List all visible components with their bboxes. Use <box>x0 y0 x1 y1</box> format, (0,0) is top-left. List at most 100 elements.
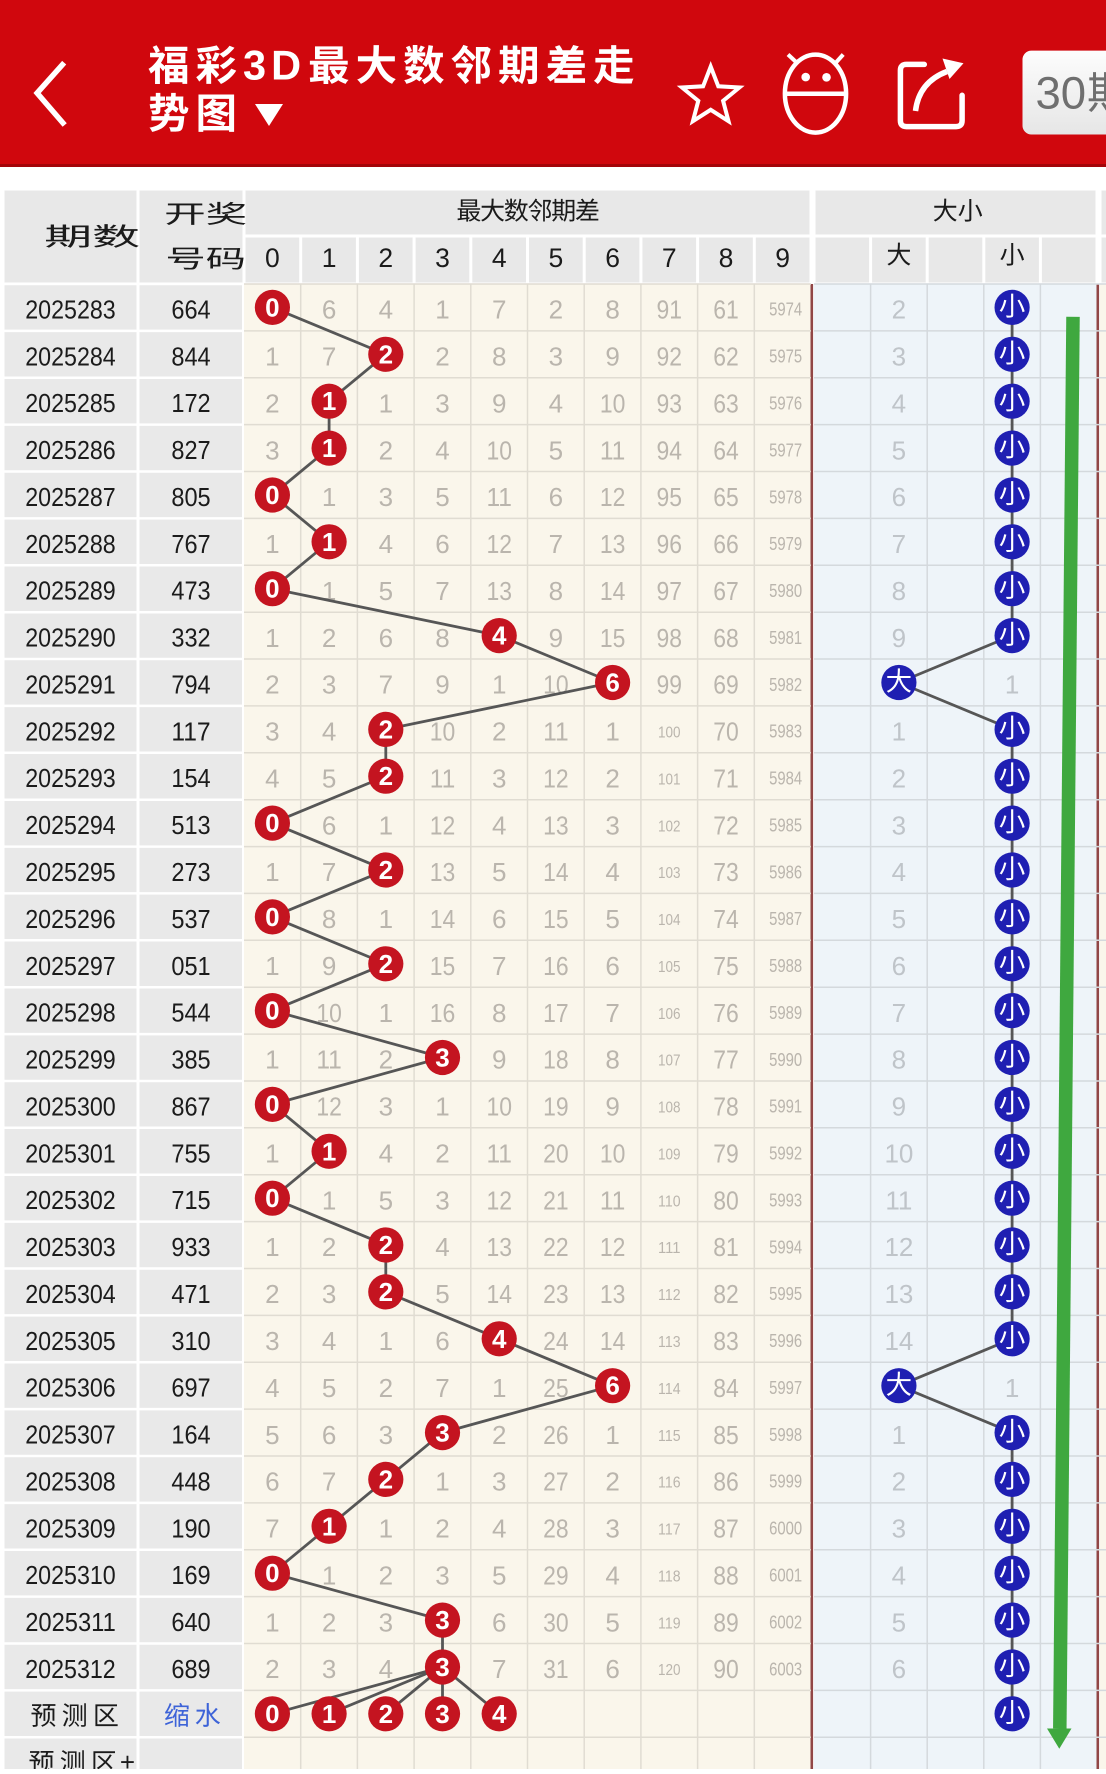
svg-text:4: 4 <box>379 1139 393 1169</box>
svg-text:5: 5 <box>435 482 449 512</box>
svg-text:2025304: 2025304 <box>25 1279 116 1309</box>
svg-text:68: 68 <box>713 623 739 653</box>
svg-text:13: 13 <box>600 529 626 559</box>
svg-text:8: 8 <box>892 1045 906 1075</box>
svg-text:103: 103 <box>658 865 681 882</box>
svg-text:164: 164 <box>171 1420 210 1450</box>
svg-text:13: 13 <box>486 1232 512 1262</box>
svg-text:8: 8 <box>492 342 506 372</box>
svg-text:31: 31 <box>543 1654 569 1684</box>
svg-text:2025283: 2025283 <box>25 294 116 324</box>
svg-text:2: 2 <box>265 1654 279 1684</box>
svg-text:2025307: 2025307 <box>25 1420 116 1450</box>
svg-text:96: 96 <box>657 529 683 559</box>
svg-text:11: 11 <box>430 763 456 793</box>
svg-text:2025289: 2025289 <box>25 576 116 606</box>
svg-text:115: 115 <box>658 1428 681 1445</box>
svg-text:2: 2 <box>322 1232 336 1262</box>
svg-text:10: 10 <box>884 1139 913 1169</box>
svg-text:2025311: 2025311 <box>25 1607 116 1637</box>
svg-text:5: 5 <box>892 904 906 934</box>
svg-text:88: 88 <box>713 1560 739 1590</box>
svg-text:169: 169 <box>171 1560 210 1590</box>
svg-text:12: 12 <box>430 810 456 840</box>
svg-text:2: 2 <box>379 714 393 744</box>
svg-text:9: 9 <box>775 243 790 273</box>
svg-text:2: 2 <box>435 342 449 372</box>
svg-text:11: 11 <box>316 1045 342 1075</box>
svg-text:84: 84 <box>713 1373 739 1403</box>
svg-text:172: 172 <box>171 388 210 418</box>
svg-text:3: 3 <box>435 1560 449 1590</box>
svg-text:2: 2 <box>322 1607 336 1637</box>
svg-text:5: 5 <box>892 1607 906 1637</box>
svg-text:1: 1 <box>322 482 336 512</box>
svg-text:448: 448 <box>171 1466 210 1496</box>
svg-text:2: 2 <box>265 670 279 700</box>
svg-text:13: 13 <box>486 576 512 606</box>
svg-text:21: 21 <box>543 1185 569 1215</box>
svg-text:0: 0 <box>265 1558 279 1588</box>
svg-text:12: 12 <box>543 763 569 793</box>
svg-text:9: 9 <box>892 1092 906 1122</box>
svg-text:5982: 5982 <box>769 675 802 695</box>
svg-text:640: 640 <box>171 1607 210 1637</box>
svg-text:2: 2 <box>379 855 393 885</box>
svg-text:5: 5 <box>605 904 619 934</box>
svg-text:2025300: 2025300 <box>25 1091 116 1121</box>
svg-text:933: 933 <box>171 1232 210 1262</box>
svg-text:+: + <box>120 1747 135 1769</box>
svg-text:93: 93 <box>657 388 683 418</box>
svg-text:3: 3 <box>379 1092 393 1122</box>
svg-text:7: 7 <box>379 670 393 700</box>
svg-text:385: 385 <box>171 1045 210 1075</box>
svg-text:5: 5 <box>322 763 336 793</box>
svg-text:2025306: 2025306 <box>25 1373 116 1403</box>
svg-text:6: 6 <box>892 1654 906 1684</box>
svg-text:10: 10 <box>486 435 512 465</box>
svg-text:83: 83 <box>713 1326 739 1356</box>
svg-text:2: 2 <box>322 623 336 653</box>
svg-text:5: 5 <box>492 1560 506 1590</box>
svg-text:7: 7 <box>662 243 677 273</box>
svg-text:471: 471 <box>171 1279 210 1309</box>
svg-text:2025301: 2025301 <box>25 1138 116 1168</box>
svg-text:9: 9 <box>605 342 619 372</box>
svg-text:110: 110 <box>658 1193 681 1210</box>
svg-text:7: 7 <box>322 342 336 372</box>
svg-text:6: 6 <box>435 529 449 559</box>
svg-text:3: 3 <box>605 1514 619 1544</box>
svg-text:4: 4 <box>892 1560 906 1590</box>
svg-text:3: 3 <box>892 342 906 372</box>
svg-text:2: 2 <box>379 339 393 369</box>
svg-text:11: 11 <box>486 1139 512 1169</box>
svg-text:18: 18 <box>543 1045 569 1075</box>
svg-text:1: 1 <box>322 527 336 557</box>
svg-text:109: 109 <box>658 1147 681 1164</box>
svg-text:7: 7 <box>892 529 906 559</box>
svg-text:2: 2 <box>379 1045 393 1075</box>
svg-text:4: 4 <box>492 621 507 651</box>
svg-text:9: 9 <box>322 951 336 981</box>
svg-text:10: 10 <box>600 388 626 418</box>
svg-text:117: 117 <box>171 716 210 746</box>
svg-text:5: 5 <box>379 1185 393 1215</box>
svg-text:16: 16 <box>430 998 456 1028</box>
svg-text:3: 3 <box>322 1279 336 1309</box>
svg-text:2: 2 <box>435 1139 449 1169</box>
svg-text:5983: 5983 <box>769 722 802 742</box>
svg-text:5984: 5984 <box>769 769 802 789</box>
svg-text:6: 6 <box>379 623 393 653</box>
svg-text:3: 3 <box>379 482 393 512</box>
svg-text:2: 2 <box>379 1560 393 1590</box>
svg-text:5978: 5978 <box>769 487 802 507</box>
svg-text:3: 3 <box>435 1699 449 1729</box>
svg-text:71: 71 <box>713 763 739 793</box>
svg-text:101: 101 <box>658 771 681 788</box>
svg-text:2: 2 <box>379 949 393 979</box>
svg-text:2: 2 <box>378 243 393 273</box>
svg-text:63: 63 <box>713 388 739 418</box>
svg-text:76: 76 <box>713 998 739 1028</box>
svg-text:1: 1 <box>892 717 906 747</box>
svg-text:2025312: 2025312 <box>25 1654 116 1684</box>
